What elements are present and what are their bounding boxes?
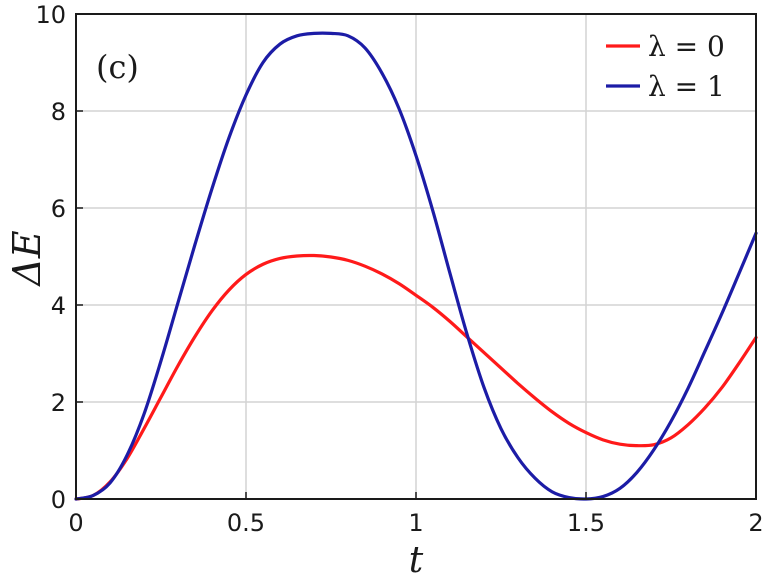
- x-axis-label: t: [409, 540, 424, 576]
- legend-label-0: λ = 0: [648, 30, 725, 63]
- legend: λ = 0 λ = 1: [606, 30, 725, 103]
- series-line-1: [74, 31, 758, 501]
- y-tick-label: 6: [51, 195, 66, 223]
- x-tick-label: 0.5: [227, 509, 265, 537]
- x-tick-label: 0: [68, 509, 83, 537]
- x-tick-label: 1.5: [567, 509, 605, 537]
- x-tick-label: 2: [748, 509, 763, 537]
- x-tick-label: 1: [408, 509, 423, 537]
- y-tick-label: 2: [51, 389, 66, 417]
- series-line-0: [74, 253, 758, 501]
- y-tick-label: 0: [51, 486, 66, 514]
- y-axis-label: ΔE: [5, 230, 49, 287]
- series-lines: [74, 31, 758, 501]
- legend-label-1: λ = 1: [648, 70, 725, 103]
- y-tick-label: 8: [51, 98, 66, 126]
- y-tick-label: 10: [35, 1, 66, 29]
- panel-label: (c): [96, 48, 139, 86]
- axis-ticks: 0 0.5 1 1.5 2 0 2 4 6 8 10: [35, 1, 763, 537]
- y-tick-label: 4: [51, 292, 66, 320]
